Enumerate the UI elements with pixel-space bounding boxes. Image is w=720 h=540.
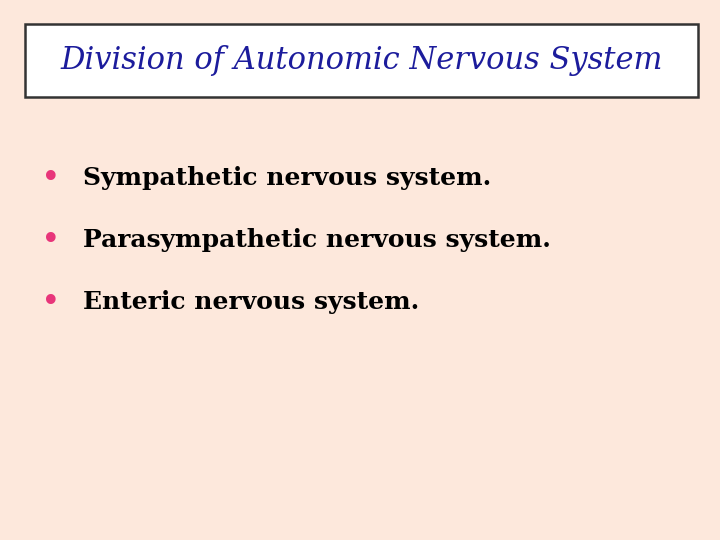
Text: Division of Autonomic Nervous System: Division of Autonomic Nervous System: [60, 45, 663, 76]
Text: Sympathetic nervous system.: Sympathetic nervous system.: [83, 166, 491, 190]
Text: Enteric nervous system.: Enteric nervous system.: [83, 291, 419, 314]
Text: Parasympathetic nervous system.: Parasympathetic nervous system.: [83, 228, 551, 252]
FancyBboxPatch shape: [25, 24, 698, 97]
Text: •: •: [40, 286, 60, 319]
Text: •: •: [40, 224, 60, 257]
Text: •: •: [40, 161, 60, 195]
